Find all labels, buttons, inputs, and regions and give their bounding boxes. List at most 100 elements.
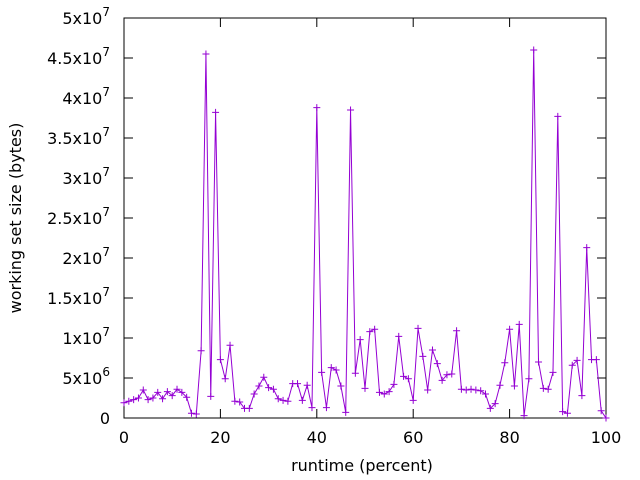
y-tick-exponent: 7 [102,85,110,99]
y-tick-exponent: 7 [102,205,110,219]
data-point-marker [462,386,470,394]
y-tick-label: 4x107 [62,85,110,108]
y-tick-exponent: 6 [102,365,110,379]
data-point-marker [535,358,543,366]
y-tick-exponent: 7 [102,325,110,339]
data-point-marker [197,347,205,355]
data-point-marker [178,388,186,396]
y-axis: 05x1061x1071.5x1072x1072.5x1073x1073.5x1… [47,5,606,428]
data-point-marker [134,394,142,402]
y-tick-mantissa: 5x10 [62,369,102,388]
data-point-marker [506,325,514,333]
data-point-marker [424,386,432,394]
series-layer [120,46,610,422]
y-tick-label: 5x106 [62,365,110,388]
data-point-marker [520,412,528,420]
x-tick-label: 100 [591,428,622,447]
data-point-marker [602,414,610,422]
data-point-marker [173,385,181,393]
data-point-marker [322,404,330,412]
data-point-marker [443,371,451,379]
y-axis-label: working set size (bytes) [6,123,25,314]
data-point-marker [380,390,388,398]
data-point-marker [467,385,475,393]
x-tick-label: 60 [403,428,423,447]
data-point-marker [139,386,147,394]
data-point-marker [477,387,485,395]
data-point-marker [539,384,547,392]
data-point-marker [183,393,191,401]
data-point-marker [433,360,441,368]
data-point-marker [457,385,465,393]
data-point-marker [149,394,157,402]
data-point-marker [337,382,345,390]
data-point-marker [294,380,302,388]
data-point-marker [544,385,552,393]
y-tick-mantissa: 4.5x10 [47,49,102,68]
data-point-marker [260,373,268,381]
data-point-marker [419,352,427,360]
data-point-marker [559,408,567,416]
y-tick-mantissa: 2.5x10 [47,209,102,228]
data-point-marker [226,341,234,349]
y-tick-label: 3.5x107 [47,125,110,148]
y-tick-label: 4.5x107 [47,45,110,68]
y-tick-mantissa: 3.5x10 [47,129,102,148]
x-tick-label: 40 [307,428,327,447]
data-point-marker [125,397,133,405]
y-tick-mantissa: 5x10 [62,9,102,28]
data-point-marker [578,392,586,400]
data-point-marker [144,396,152,404]
data-point-marker [154,388,162,396]
data-point-marker [385,388,393,396]
x-tick-label: 20 [210,428,230,447]
data-point-marker [583,244,591,252]
series-line [123,49,607,419]
y-tick-mantissa: 0 [100,409,110,428]
data-point-marker [303,381,311,389]
x-axis: 0 20 40 60 80 100 [119,18,621,447]
data-point-marker [130,396,138,404]
data-point-marker [216,356,224,364]
data-point-marker [496,381,504,389]
data-point-marker [486,404,494,412]
y-tick-mantissa: 2x10 [62,249,102,268]
x-tick-label: 0 [119,428,129,447]
data-point-marker [274,395,282,403]
data-point-marker [236,398,244,406]
y-tick-exponent: 7 [102,165,110,179]
data-point-marker [187,409,195,417]
data-point-marker [202,50,210,58]
data-point-marker [212,108,220,116]
data-point-marker [356,336,364,344]
x-tick-label: 80 [499,428,519,447]
data-point-marker [515,320,523,328]
data-point-marker [371,325,379,333]
data-point-marker [568,361,576,369]
data-point-marker [120,399,128,407]
y-tick-label: 1x107 [62,325,110,348]
data-point-marker [245,404,253,412]
y-tick-exponent: 7 [102,5,110,19]
y-tick-exponent: 7 [102,125,110,139]
data-point-marker [163,388,171,396]
data-point-marker [525,375,533,383]
y-tick-mantissa: 1x10 [62,329,102,348]
data-point-marker [327,364,335,372]
y-tick-label: 0 [100,409,110,428]
data-point-marker [448,370,456,378]
y-tick-mantissa: 4x10 [62,89,102,108]
data-point-marker [482,390,489,398]
data-point-marker [284,397,292,405]
data-point-marker [554,112,562,120]
data-point-marker [279,396,287,404]
data-point-marker [573,356,581,364]
data-point-marker [351,369,359,377]
data-point-marker [168,392,176,400]
y-tick-mantissa: 3x10 [62,169,102,188]
data-point-marker [375,388,383,396]
data-point-marker [361,384,369,392]
data-point-marker [414,324,422,332]
data-point-marker [313,104,321,112]
